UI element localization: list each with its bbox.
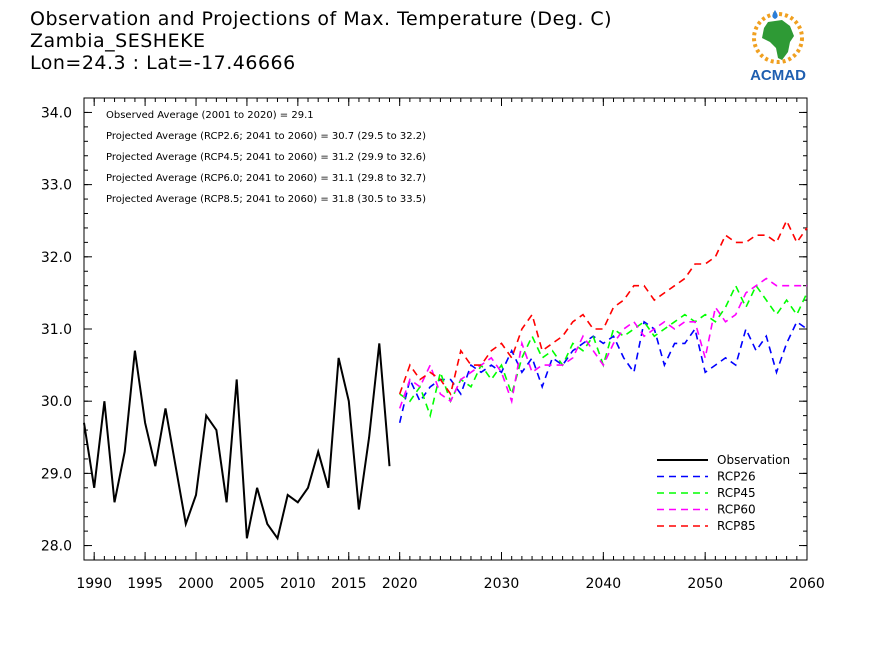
acmad-logo: ACMAD bbox=[750, 10, 806, 84]
station-coordinates: Lon=24.3 : Lat=-17.46666 bbox=[30, 52, 296, 74]
series-line-rcp85 bbox=[398, 218, 808, 396]
summary-note: Projected Average (RCP6.0; 2041 to 2060)… bbox=[106, 173, 426, 184]
y-tick-label: 31.0 bbox=[41, 322, 72, 338]
x-tick-label: 2000 bbox=[178, 576, 214, 592]
y-tick-label: 29.0 bbox=[41, 466, 72, 482]
series-line-rcp26 bbox=[398, 320, 808, 423]
legend-label: Observation bbox=[717, 453, 790, 467]
chart-title-block: Observation and Projections of Max. Temp… bbox=[30, 8, 612, 74]
y-axis: 28.0 29.0 30.0 31.0 32.0 33.0 34.0 bbox=[41, 105, 807, 555]
y-tick-label: 34.0 bbox=[41, 105, 72, 121]
x-tick-label: 1990 bbox=[76, 576, 112, 592]
x-tick-label: 2020 bbox=[382, 576, 418, 592]
svg-text:ACMAD: ACMAD bbox=[750, 67, 806, 84]
series-lines bbox=[83, 218, 808, 541]
summary-note: Observed Average (2001 to 2020) = 29.1 bbox=[106, 110, 314, 121]
x-tick-label: 2050 bbox=[687, 576, 723, 592]
x-tick-label: 1995 bbox=[127, 576, 163, 592]
y-tick-label: 33.0 bbox=[41, 178, 72, 194]
x-tick-label: 2030 bbox=[484, 576, 520, 592]
x-tick-label: 2005 bbox=[229, 576, 265, 592]
plot-area-frame bbox=[83, 97, 808, 561]
summary-note: Projected Average (RCP2.6; 2041 to 2060)… bbox=[106, 131, 426, 142]
chart-title: Observation and Projections of Max. Temp… bbox=[30, 8, 613, 30]
summary-note: Projected Average (RCP8.5; 2041 to 2060)… bbox=[106, 194, 426, 205]
legend-label: RCP45 bbox=[717, 486, 756, 500]
y-tick-label: 28.0 bbox=[41, 539, 72, 555]
legend-label: RCP60 bbox=[717, 503, 756, 517]
x-axis: 1990 1995 2000 2005 2010 2015 2020 2030 2040 2050… bbox=[76, 98, 825, 592]
legend-label: RCP26 bbox=[717, 470, 756, 484]
summary-notes: Observed Average (2001 to 2020) = 29.1 Pr… bbox=[106, 110, 426, 205]
summary-note: Projected Average (RCP4.5; 2041 to 2060)… bbox=[106, 152, 426, 163]
y-tick-label: 30.0 bbox=[41, 394, 72, 410]
x-tick-label: 2010 bbox=[280, 576, 316, 592]
x-tick-label: 2040 bbox=[586, 576, 622, 592]
series-line-rcp60 bbox=[398, 277, 807, 409]
x-tick-label: 2060 bbox=[789, 576, 825, 592]
legend: Observation RCP26 RCP45 RCP60 RCP85 bbox=[657, 453, 790, 533]
series-line-observation bbox=[83, 343, 391, 541]
y-tick-label: 32.0 bbox=[41, 250, 72, 266]
station-name: Zambia_SESHEKE bbox=[30, 30, 206, 52]
legend-label: RCP85 bbox=[717, 519, 756, 533]
x-tick-label: 2015 bbox=[331, 576, 367, 592]
